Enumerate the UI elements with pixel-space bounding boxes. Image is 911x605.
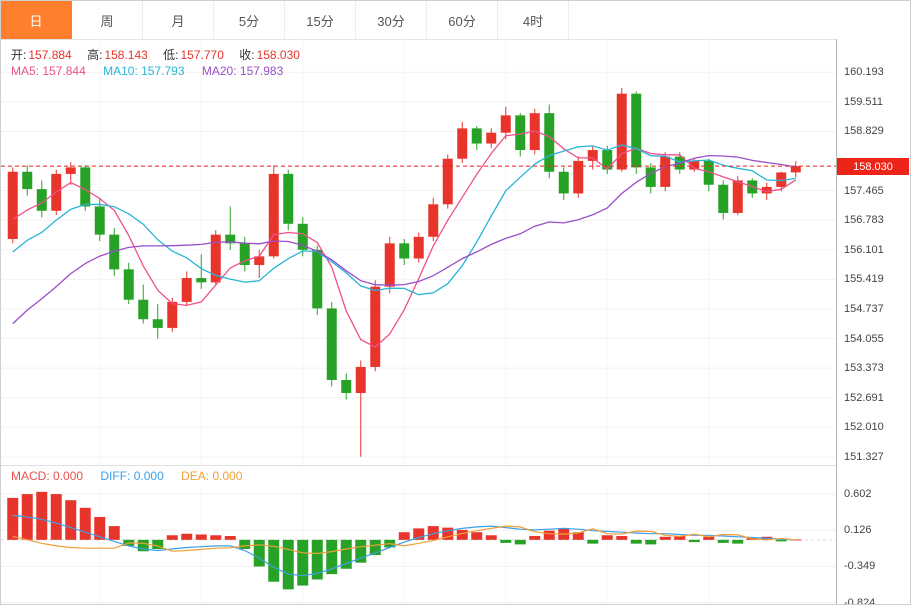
dea-line xyxy=(12,525,796,555)
ma20-readout: MA20: 157.983 xyxy=(201,64,284,78)
open-value: 157.884 xyxy=(28,48,72,62)
diff-line xyxy=(12,514,796,577)
axis-tick-label: 155.419 xyxy=(844,273,884,285)
tab-周[interactable]: 周 xyxy=(72,1,143,39)
axis-tick-label: 153.373 xyxy=(844,362,884,374)
axis-tick-label: 152.691 xyxy=(844,392,884,404)
open-label: 开: xyxy=(11,48,27,62)
axis-tick-label: 159.511 xyxy=(844,96,883,108)
axis-tick-label: 157.465 xyxy=(844,185,884,197)
ohlc-readout: 开: 157.884 高: 158.143 低: 157.770 收: 158.030 xyxy=(11,46,312,63)
macd-readout: MACD: 0.000 DIFF: 0.000 DEA: 0.000 xyxy=(11,469,257,483)
ma-readout: MA5: 157.844 MA10: 157.793 MA20: 157.983 xyxy=(11,64,297,78)
low-value: 157.770 xyxy=(180,48,224,62)
axis-tick-label: 160.193 xyxy=(844,66,884,78)
close-value: 158.030 xyxy=(256,48,300,62)
macd-chart-canvas[interactable] xyxy=(1,488,837,604)
ma10-line xyxy=(12,144,796,296)
tab-4时[interactable]: 4时 xyxy=(498,1,569,39)
axis-tick-label: 152.010 xyxy=(844,421,884,433)
panel-divider xyxy=(1,465,837,466)
macd-value-readout: MACD: 0.000 xyxy=(11,469,84,483)
axis-tick-label: 0.126 xyxy=(844,524,872,536)
high-label: 高: xyxy=(87,48,103,62)
high-value: 158.143 xyxy=(104,48,148,62)
axis-tick-label: 151.327 xyxy=(844,451,884,463)
tab-月[interactable]: 月 xyxy=(143,1,214,39)
tab-5分[interactable]: 5分 xyxy=(214,1,285,39)
tab-60分[interactable]: 60分 xyxy=(427,1,498,39)
candlestick-chart-canvas[interactable] xyxy=(1,39,837,465)
axis-tick-label: 156.101 xyxy=(844,244,884,256)
axis-tick-label: 154.737 xyxy=(844,303,884,315)
close-label: 收: xyxy=(239,48,255,62)
axis-tick-label: -0.824 xyxy=(844,597,876,605)
dea-value-readout: DEA: 0.000 xyxy=(181,469,243,483)
diff-value-readout: DIFF: 0.000 xyxy=(100,469,164,483)
ma10-readout: MA10: 157.793 xyxy=(103,64,185,78)
ma5-readout: MA5: 157.844 xyxy=(11,64,86,78)
current-price-tag: 158.030 xyxy=(837,158,909,175)
low-label: 低: xyxy=(163,48,179,62)
axis-tick-label: 0.602 xyxy=(844,488,872,500)
axis-tick-label: -0.349 xyxy=(844,560,876,572)
tab-日[interactable]: 日 xyxy=(1,1,72,39)
axis-tick-label: 156.783 xyxy=(844,214,884,226)
axis-tick-label: 158.829 xyxy=(844,125,884,137)
price-axis-border xyxy=(836,39,837,604)
tab-15分[interactable]: 15分 xyxy=(285,1,356,39)
axis-tick-label: 154.055 xyxy=(844,333,884,345)
tab-30分[interactable]: 30分 xyxy=(356,1,427,39)
price-axis: 160.193 159.511 158.829 157.465 156.783 156.1… xyxy=(837,1,910,605)
timeframe-toolbar: 日周月 5分 15分 30分 60分 4时 xyxy=(1,1,910,40)
ma20-line xyxy=(12,154,796,325)
ma5-line xyxy=(12,130,797,348)
